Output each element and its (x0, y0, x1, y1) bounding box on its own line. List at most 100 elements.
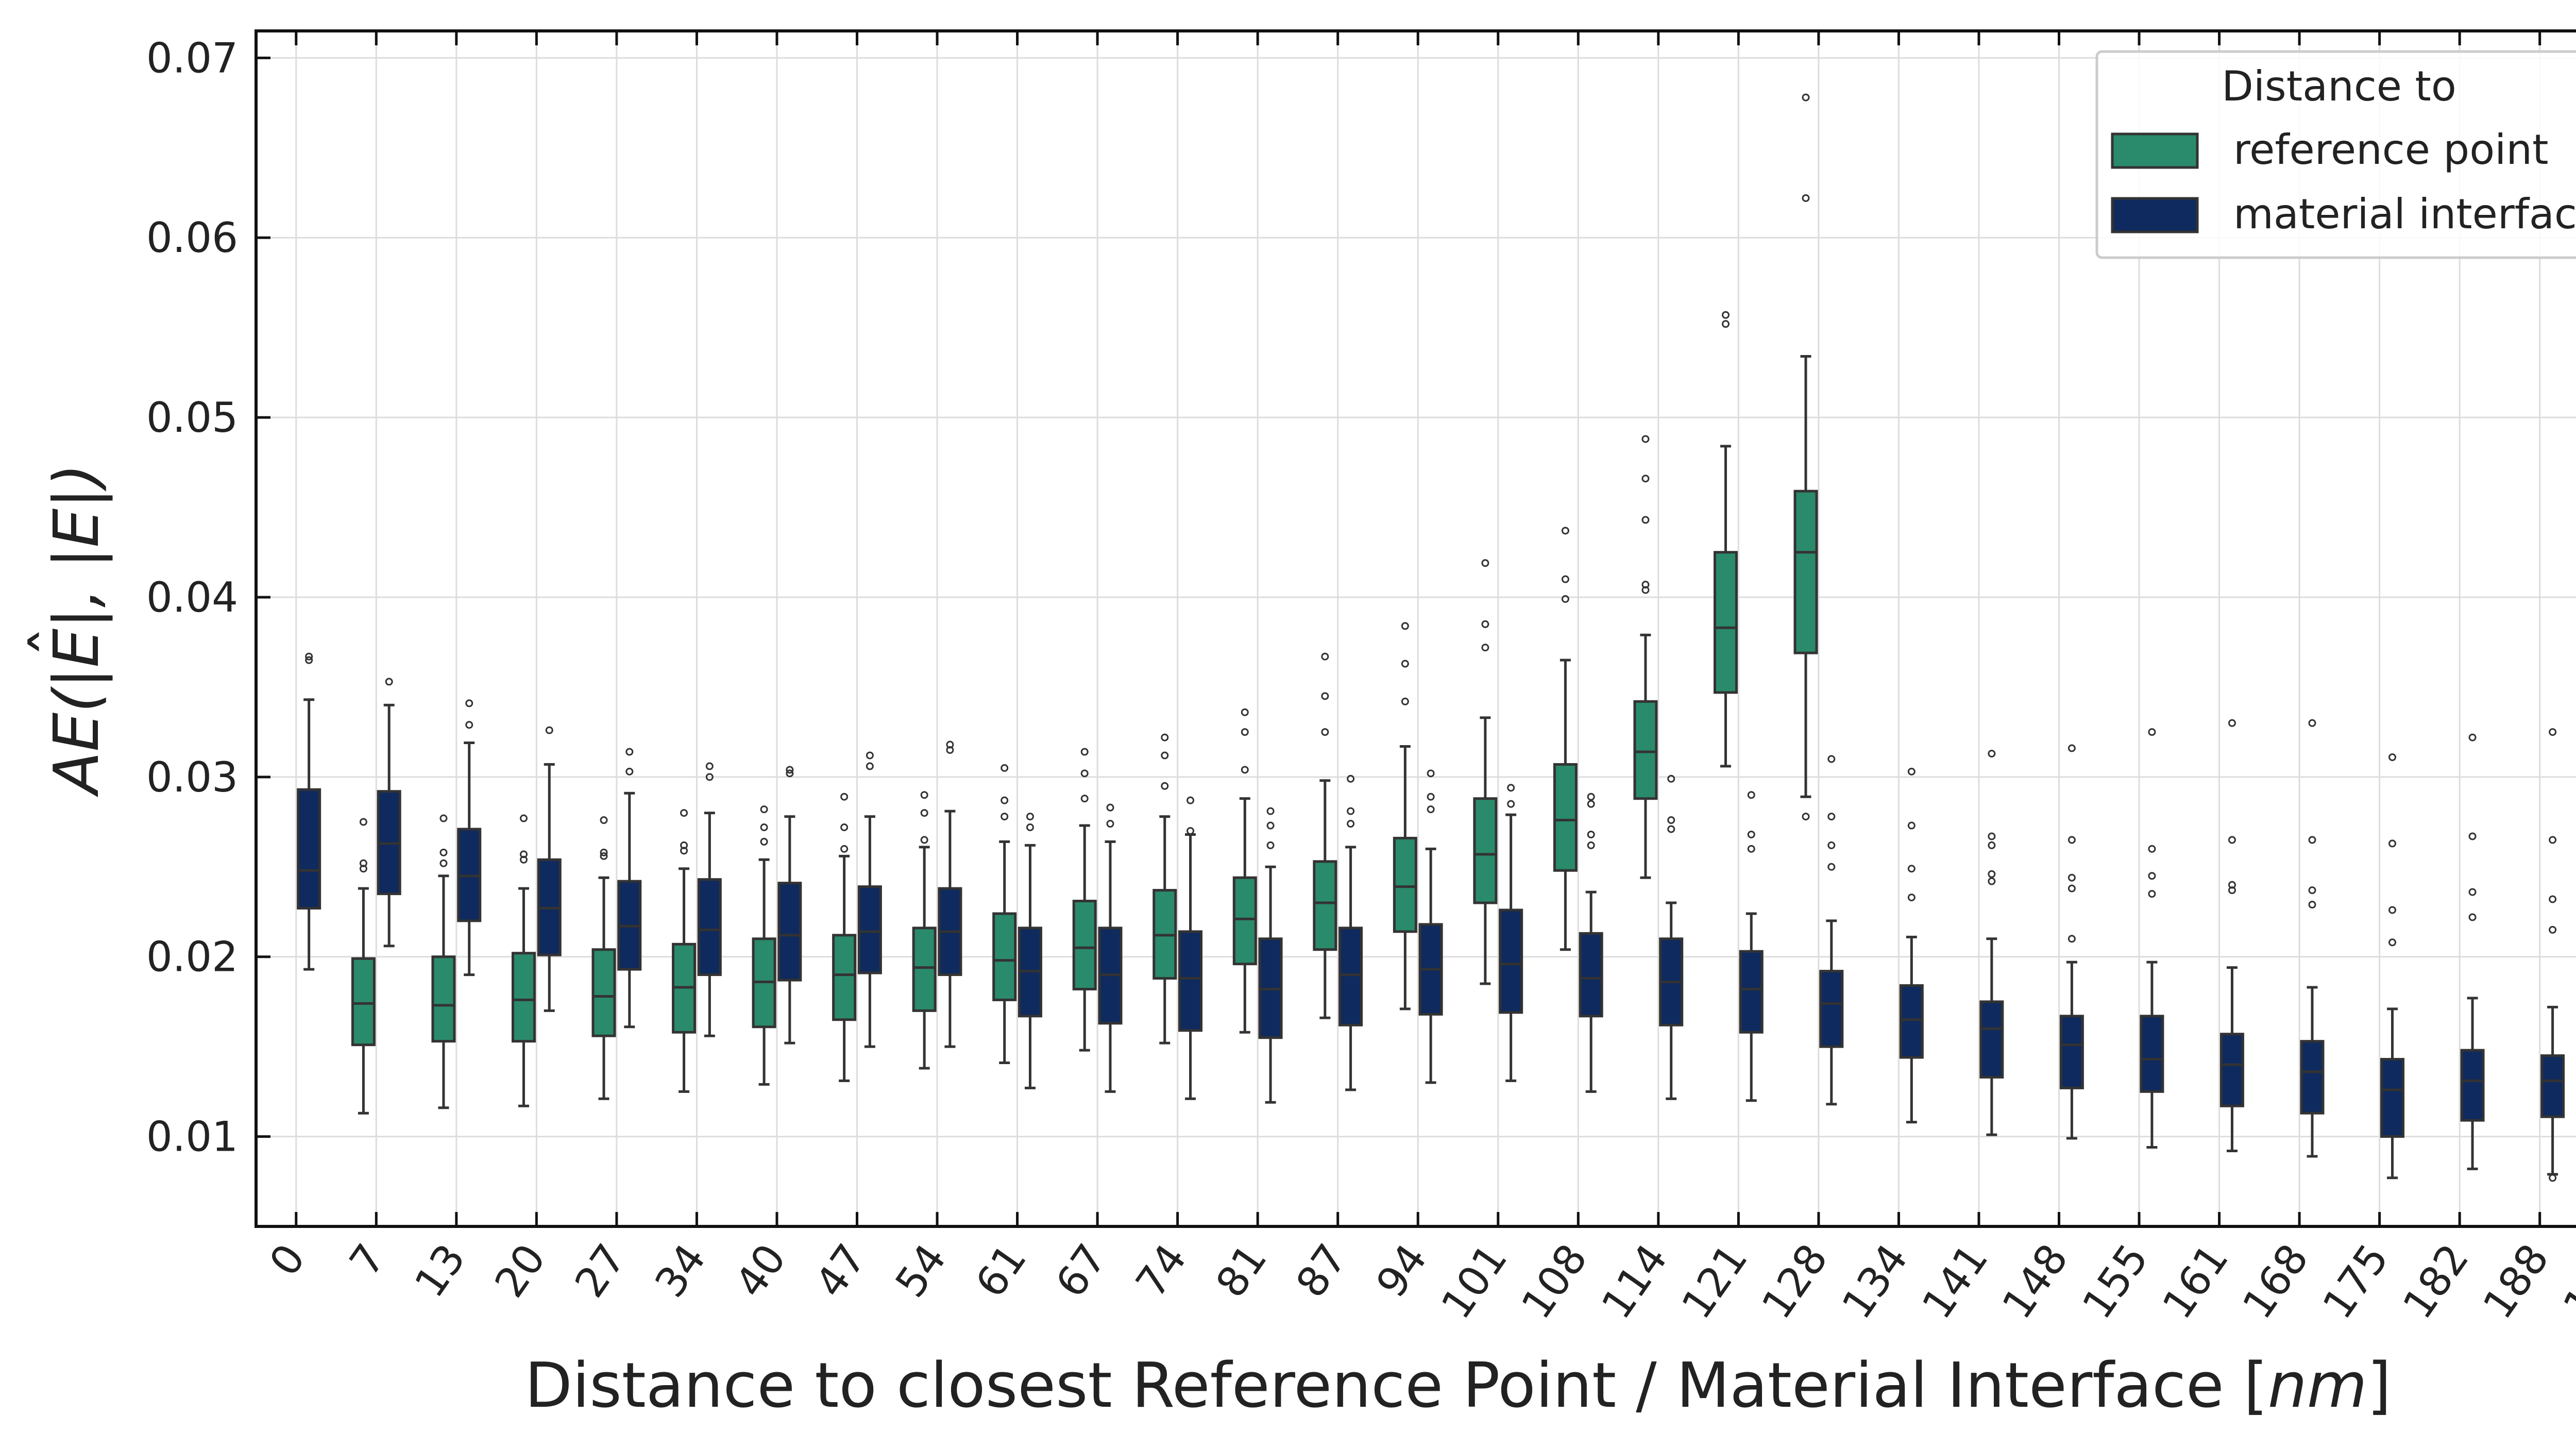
outlier-point (1026, 813, 1034, 821)
outlier-point (1266, 841, 1275, 849)
outlier-point (1241, 728, 1249, 736)
outlier-point (1321, 728, 1329, 736)
legend-title: Distance to (2222, 62, 2456, 110)
outlier-point (2067, 884, 2076, 893)
iqr-box (2059, 1015, 2084, 1089)
outlier-point (1321, 692, 1329, 700)
outlier-point (2228, 836, 2236, 844)
box-material-interface (2300, 719, 2325, 1158)
outlier-point (1401, 697, 1409, 705)
box-reference-point (1153, 733, 1177, 1045)
outlier-point (1080, 748, 1089, 756)
iqr-box (1232, 876, 1257, 966)
outlier-point (840, 845, 849, 853)
box-material-interface (1739, 791, 1764, 1102)
outlier-point (1427, 793, 1435, 801)
box-reference-point (672, 809, 697, 1093)
box-reference-point (511, 814, 536, 1107)
outlier-point (1161, 782, 1169, 790)
outlier-point (519, 850, 528, 858)
y-axis-hat-accent: ˆ (21, 627, 92, 658)
outlier-point (1241, 766, 1249, 774)
outlier-point (1827, 813, 1836, 821)
tick-marks (256, 31, 2541, 1226)
outlier-point (600, 816, 608, 824)
box-reference-point (1473, 559, 1498, 985)
outlier-point (1667, 774, 1675, 783)
box-material-interface (1178, 796, 1203, 1100)
iqr-box (1313, 860, 1337, 951)
box-material-interface (2219, 719, 2244, 1152)
iqr-box (431, 955, 456, 1043)
outlier-point (1988, 749, 1996, 757)
y-tick-label: 0.03 (146, 753, 238, 801)
outlier-point (1802, 93, 1810, 102)
outlier-point (2388, 753, 2397, 761)
legend-label-reference-point: reference point (2233, 126, 2548, 174)
outlier-point (2549, 895, 2557, 903)
box-material-interface (2059, 744, 2084, 1140)
box-material-interface (1499, 784, 1523, 1082)
iqr-box (2460, 1049, 2485, 1122)
iqr-box (511, 952, 536, 1043)
y-tick-label: 0.01 (146, 1113, 238, 1161)
outlier-point (359, 818, 367, 826)
outlier-point (2468, 888, 2477, 896)
outlier-point (385, 678, 393, 686)
iqr-box (1473, 797, 1498, 904)
box-reference-point (1793, 93, 1818, 821)
outlier-point (920, 836, 928, 844)
outlier-point (519, 814, 528, 822)
y-tick-label: 0.05 (146, 394, 238, 442)
outlier-point (1641, 516, 1650, 524)
iqr-box (2219, 1033, 2244, 1107)
outlier-point (866, 751, 874, 760)
outlier-point (1907, 894, 1916, 902)
outlier-point (305, 652, 313, 661)
outlier-point (2067, 836, 2076, 844)
box-material-interface (1579, 793, 1603, 1093)
box-material-interface (377, 678, 401, 948)
outlier-point (1827, 841, 1836, 849)
outlier-point (840, 793, 849, 801)
outlier-point (359, 859, 367, 867)
box-material-interface (457, 699, 482, 976)
outlier-point (1347, 820, 1355, 828)
outlier-point (1161, 751, 1169, 760)
outlier-point (2308, 886, 2316, 895)
outlier-point (2388, 839, 2397, 848)
outlier-point (680, 841, 688, 849)
outlier-point (2148, 845, 2156, 853)
outlier-point (305, 656, 313, 664)
box-material-interface (1338, 774, 1363, 1091)
iqr-box (1393, 836, 1417, 933)
iqr-box (1579, 932, 1603, 1018)
x-axis-title: Distance to closest Reference Point / Ma… (525, 1350, 2392, 1422)
outlier-point (1401, 660, 1409, 668)
outlier-point (439, 859, 448, 867)
outlier-point (786, 769, 794, 778)
box-reference-point (752, 805, 776, 1086)
outlier-point (1241, 708, 1249, 716)
outlier-point (1347, 774, 1355, 783)
legend-swatch-material-interface (2111, 197, 2199, 233)
outlier-point (465, 721, 473, 729)
outlier-point (1721, 320, 1730, 328)
iqr-box (1979, 1000, 2004, 1079)
outlier-point (1106, 803, 1114, 812)
outlier-point (1161, 733, 1169, 742)
iqr-box (832, 934, 857, 1021)
box-reference-point (431, 814, 456, 1109)
outlier-point (1747, 830, 1755, 838)
outlier-point (1988, 841, 1996, 849)
box-reference-point (832, 793, 857, 1082)
box-reference-point (351, 818, 376, 1115)
outlier-point (1187, 796, 1195, 804)
outlier-point (1481, 644, 1489, 652)
outlier-point (439, 814, 448, 822)
box-reference-point (912, 791, 937, 1070)
outlier-point (2148, 890, 2156, 898)
outlier-point (1641, 475, 1650, 483)
outlier-point (1001, 764, 1009, 772)
box-material-interface (2140, 728, 2164, 1149)
